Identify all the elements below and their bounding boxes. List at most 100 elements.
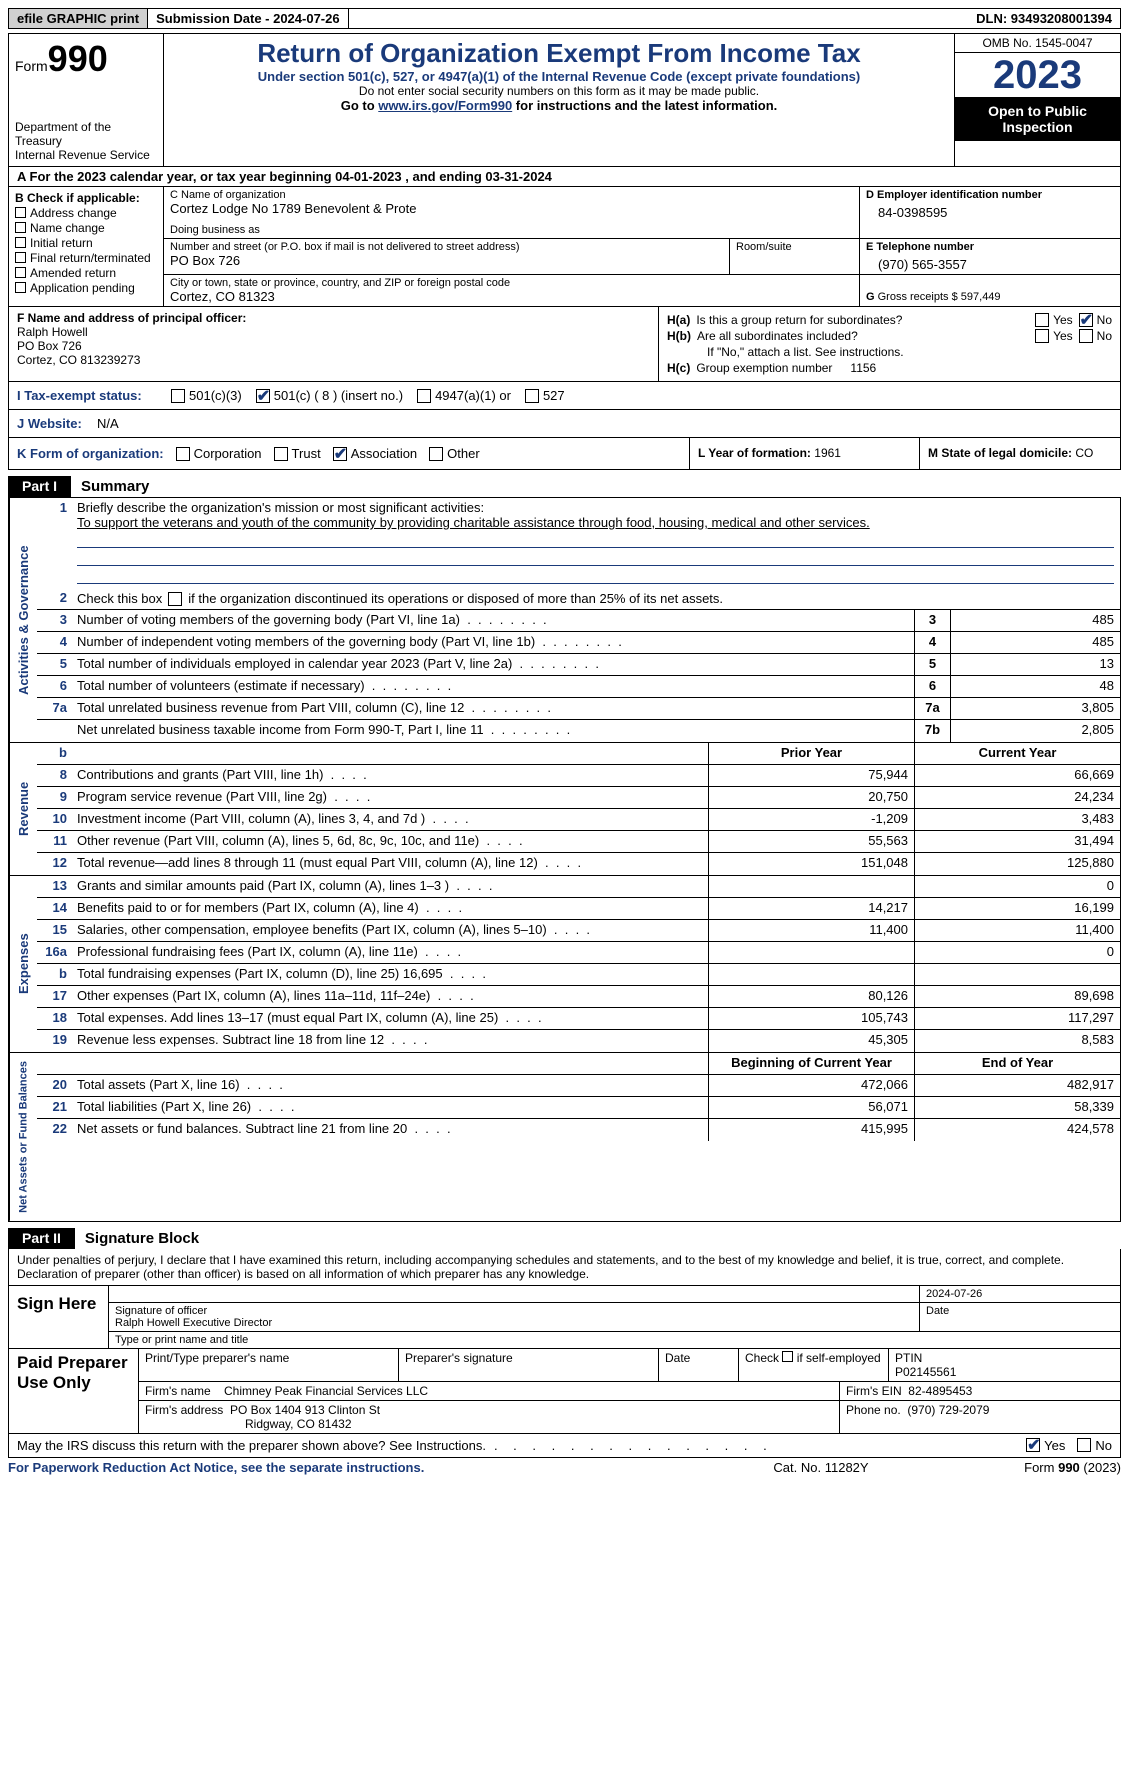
ha-label: H(a) bbox=[667, 313, 690, 327]
chk-initial-return[interactable] bbox=[15, 237, 26, 248]
box-b-header: B Check if applicable: bbox=[15, 191, 157, 205]
form-header: Form990 Department of the Treasury Inter… bbox=[8, 33, 1121, 167]
gross-receipts-g: G bbox=[866, 291, 875, 303]
firm-addr-label: Firm's address bbox=[145, 1403, 223, 1417]
org-name-value: Cortez Lodge No 1789 Benevolent & Prote bbox=[170, 201, 853, 216]
summary-row: 12 Total revenue—add lines 8 through 11 … bbox=[37, 853, 1120, 875]
summary-row: 18 Total expenses. Add lines 13–17 (must… bbox=[37, 1008, 1120, 1030]
sig-date-value: 2024-07-26 bbox=[920, 1286, 1120, 1302]
revenue-side-label: Revenue bbox=[9, 743, 37, 875]
expenses-side-label: Expenses bbox=[9, 876, 37, 1052]
chk-application-pending[interactable] bbox=[15, 282, 26, 293]
row-j-website: J Website: N/A bbox=[8, 410, 1121, 438]
domicile-label: M State of legal domicile: bbox=[928, 446, 1072, 460]
summary-row: 20 Total assets (Part X, line 16) . . . … bbox=[37, 1075, 1120, 1097]
chk-other[interactable] bbox=[429, 447, 443, 461]
summary-row: 5 Total number of individuals employed i… bbox=[37, 654, 1120, 676]
officer-signature: Ralph Howell Executive Director bbox=[115, 1317, 272, 1329]
mission-label: Briefly describe the organization's miss… bbox=[77, 500, 484, 515]
cat-number: Cat. No. 11282Y bbox=[721, 1460, 921, 1475]
preparer-name-header: Print/Type preparer's name bbox=[139, 1349, 399, 1381]
firm-addr2: Ridgway, CO 81432 bbox=[145, 1417, 352, 1431]
chk-association[interactable] bbox=[333, 447, 347, 461]
chk-trust[interactable] bbox=[274, 447, 288, 461]
firm-ein-value: 82-4895453 bbox=[908, 1384, 972, 1398]
form-subtitle: Under section 501(c), 527, or 4947(a)(1)… bbox=[172, 69, 946, 84]
header-right: OMB No. 1545-0047 2023 Open to Public In… bbox=[955, 34, 1120, 166]
summary-row: 7a Total unrelated business revenue from… bbox=[37, 698, 1120, 720]
top-bar: efile GRAPHIC print Submission Date - 20… bbox=[8, 8, 1121, 29]
hc-value: 1156 bbox=[850, 361, 876, 375]
goto-link[interactable]: www.irs.gov/Form990 bbox=[378, 98, 512, 113]
discuss-no-checkbox[interactable] bbox=[1077, 1438, 1091, 1452]
ha-text: Is this a group return for subordinates? bbox=[696, 313, 1029, 327]
ha-yes-checkbox[interactable] bbox=[1035, 313, 1049, 327]
summary-row: 22 Net assets or fund balances. Subtract… bbox=[37, 1119, 1120, 1141]
box-b: B Check if applicable: Address change Na… bbox=[9, 187, 164, 306]
summary-row: 9 Program service revenue (Part VIII, li… bbox=[37, 787, 1120, 809]
chk-discontinued[interactable] bbox=[168, 592, 182, 606]
summary-row: 19 Revenue less expenses. Subtract line … bbox=[37, 1030, 1120, 1052]
end-year-header: End of Year bbox=[914, 1053, 1120, 1074]
goto-suffix: for instructions and the latest informat… bbox=[512, 98, 777, 113]
discuss-yes-checkbox[interactable] bbox=[1026, 1438, 1040, 1452]
chk-501c[interactable] bbox=[256, 389, 270, 403]
ein-value: 84-0398595 bbox=[866, 201, 1114, 220]
summary-row: 8 Contributions and grants (Part VIII, l… bbox=[37, 765, 1120, 787]
form-title: Return of Organization Exempt From Incom… bbox=[172, 38, 946, 69]
chk-final-return[interactable] bbox=[15, 252, 26, 263]
part2-title: Signature Block bbox=[75, 1228, 209, 1249]
org-name-label: C Name of organization bbox=[170, 189, 853, 201]
hb-label: H(b) bbox=[667, 329, 691, 343]
summary-row: 3 Number of voting members of the govern… bbox=[37, 610, 1120, 632]
gross-receipts-text: Gross receipts $ bbox=[878, 291, 958, 303]
current-year-header: Current Year bbox=[914, 743, 1120, 764]
chk-corporation[interactable] bbox=[176, 447, 190, 461]
part2-header: Part II Signature Block bbox=[8, 1228, 1121, 1249]
chk-name-change[interactable] bbox=[15, 222, 26, 233]
chk-527[interactable] bbox=[525, 389, 539, 403]
preparer-sig-header: Preparer's signature bbox=[399, 1349, 659, 1381]
row-f-h: F Name and address of principal officer:… bbox=[8, 307, 1121, 382]
ha-no-checkbox[interactable] bbox=[1079, 313, 1093, 327]
summary-row: 10 Investment income (Part VIII, column … bbox=[37, 809, 1120, 831]
year-formation-value: 1961 bbox=[814, 446, 841, 460]
officer-name: Ralph Howell bbox=[17, 325, 650, 339]
hb-text: Are all subordinates included? bbox=[697, 329, 1029, 343]
chk-4947[interactable] bbox=[417, 389, 431, 403]
gross-receipts-value: 597,449 bbox=[961, 291, 1001, 303]
hb-yes-checkbox[interactable] bbox=[1035, 329, 1049, 343]
expenses-section: Expenses 13 Grants and similar amounts p… bbox=[8, 876, 1121, 1053]
chk-501c3[interactable] bbox=[171, 389, 185, 403]
efile-label[interactable]: efile GRAPHIC print bbox=[9, 9, 148, 28]
mission-blank-line bbox=[77, 532, 1114, 548]
hb-no-checkbox[interactable] bbox=[1079, 329, 1093, 343]
preparer-date-header: Date bbox=[659, 1349, 739, 1381]
room-label: Room/suite bbox=[736, 241, 853, 253]
governance-section: Activities & Governance 1 Briefly descri… bbox=[8, 497, 1121, 743]
tax-year: 2023 bbox=[955, 53, 1120, 97]
ptin-label: PTIN bbox=[895, 1351, 922, 1365]
chk-address-change[interactable] bbox=[15, 207, 26, 218]
summary-row: 11 Other revenue (Part VIII, column (A),… bbox=[37, 831, 1120, 853]
sig-officer-label: Signature of officer bbox=[115, 1305, 207, 1317]
dba-label: Doing business as bbox=[170, 224, 853, 236]
governance-side-label: Activities & Governance bbox=[9, 498, 37, 742]
website-label: J Website: bbox=[17, 416, 97, 431]
sign-here-label: Sign Here bbox=[9, 1286, 109, 1348]
footer: For Paperwork Reduction Act Notice, see … bbox=[8, 1458, 1121, 1477]
firm-ein-label: Firm's EIN bbox=[846, 1384, 902, 1398]
signature-block: Under penalties of perjury, I declare th… bbox=[8, 1249, 1121, 1349]
chk-amended-return[interactable] bbox=[15, 267, 26, 278]
discuss-row: May the IRS discuss this return with the… bbox=[8, 1434, 1121, 1458]
chk-self-employed[interactable] bbox=[782, 1351, 793, 1362]
addr-label: Number and street (or P.O. box if mail i… bbox=[170, 241, 723, 253]
row-i-tax-exempt: I Tax-exempt status: 501(c)(3) 501(c) ( … bbox=[8, 382, 1121, 410]
box-c: C Name of organization Cortez Lodge No 1… bbox=[164, 187, 1120, 306]
city-label: City or town, state or province, country… bbox=[170, 277, 853, 289]
department: Department of the Treasury Internal Reve… bbox=[15, 120, 157, 162]
firm-name-value: Chimney Peak Financial Services LLC bbox=[224, 1384, 428, 1398]
netassets-side-label: Net Assets or Fund Balances bbox=[9, 1053, 37, 1221]
summary-row: b Total fundraising expenses (Part IX, c… bbox=[37, 964, 1120, 986]
hc-text: Group exemption number bbox=[696, 361, 832, 375]
